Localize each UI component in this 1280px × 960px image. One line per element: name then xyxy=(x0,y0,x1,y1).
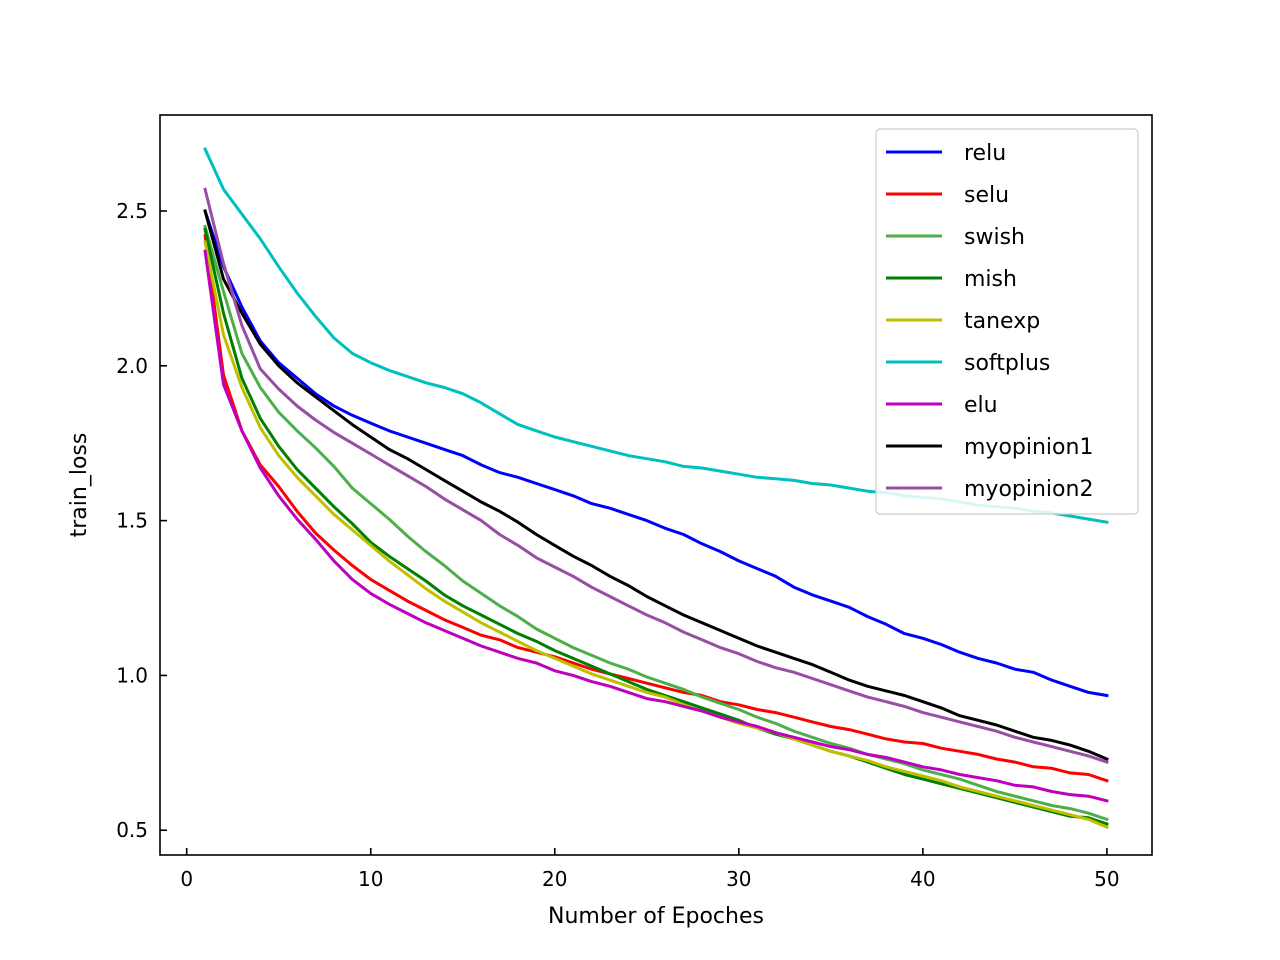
series-lines xyxy=(203,147,1109,830)
y-tick-label: 0.5 xyxy=(116,818,148,842)
legend-label-selu: selu xyxy=(964,183,1009,208)
legend-label-relu: relu xyxy=(964,141,1006,166)
legend-label-mish: mish xyxy=(964,267,1017,292)
y-tick-label: 1.0 xyxy=(116,663,148,687)
series-line-selu xyxy=(203,234,1109,783)
legend-label-myopinion2: myopinion2 xyxy=(964,477,1093,502)
y-tick-label: 1.5 xyxy=(116,509,148,533)
x-axis-ticks: 0 10 20 30 40 50 xyxy=(180,848,1120,891)
y-axis-ticks: 0.5 1.0 1.5 2.0 2.5 xyxy=(116,199,167,842)
x-axis-label: Number of Epoches xyxy=(548,904,764,929)
series-line-elu xyxy=(203,249,1109,803)
series-line-myopinion1 xyxy=(203,209,1109,761)
series-line-tanexp xyxy=(203,240,1109,830)
legend-box xyxy=(875,128,1139,515)
x-tick-label: 40 xyxy=(910,867,935,891)
legend-label-swish: swish xyxy=(964,225,1025,250)
plot-frame xyxy=(159,114,1153,856)
legend-label-myopinion1: myopinion1 xyxy=(964,435,1093,460)
x-tick-label: 30 xyxy=(726,867,751,891)
series-line-mish xyxy=(203,227,1109,826)
y-tick-label: 2.0 xyxy=(116,354,148,378)
x-tick-label: 50 xyxy=(1094,867,1119,891)
y-tick-label: 2.5 xyxy=(116,199,148,223)
y-axis-label: train_loss xyxy=(67,433,92,538)
series-line-myopinion2 xyxy=(203,187,1109,765)
series-line-relu xyxy=(203,209,1109,698)
legend-label-tanexp: tanexp xyxy=(964,309,1040,334)
legend-label-elu: elu xyxy=(964,393,998,418)
series-line-swish xyxy=(203,224,1109,822)
x-tick-label: 10 xyxy=(358,867,383,891)
legend: relu selu swish mish tanexp softplus elu myopin… xyxy=(875,128,1139,515)
legend-label-softplus: softplus xyxy=(964,351,1050,376)
x-tick-label: 20 xyxy=(542,867,567,891)
x-tick-label: 0 xyxy=(180,867,193,891)
